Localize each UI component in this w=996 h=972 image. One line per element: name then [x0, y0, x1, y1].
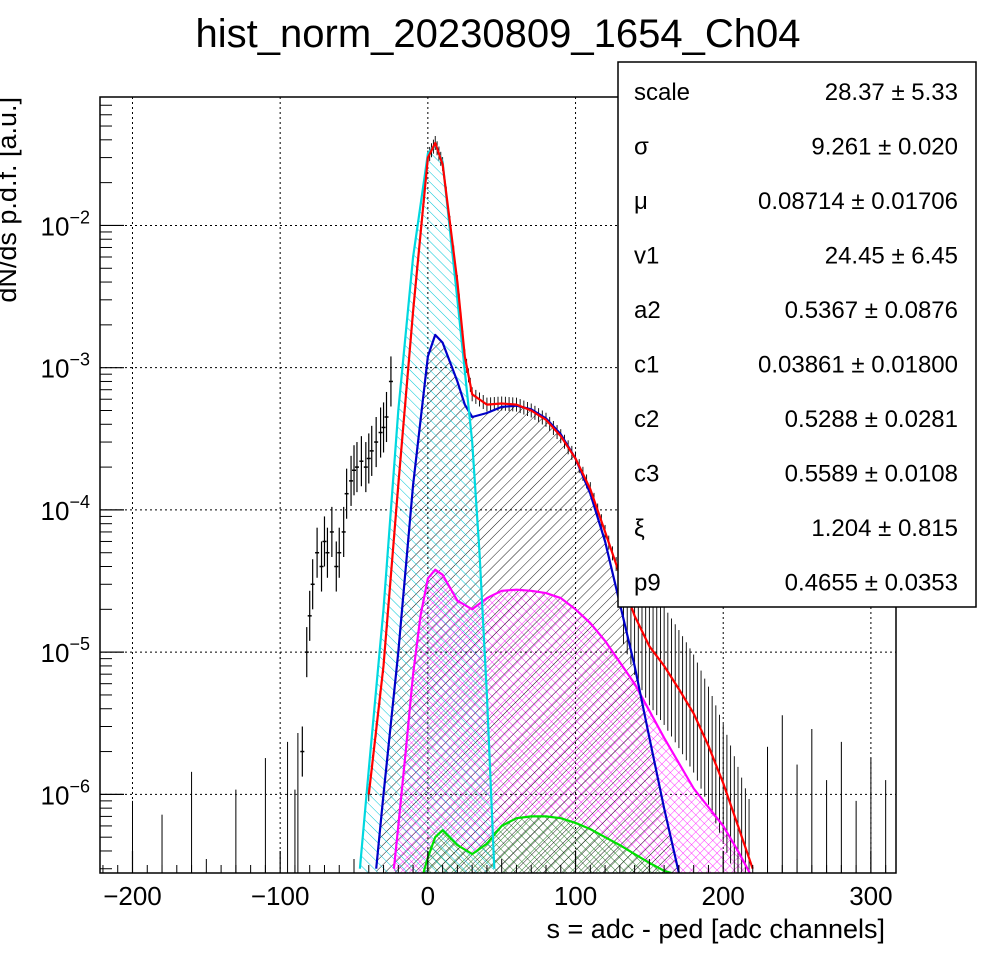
fit-curves [358, 141, 754, 873]
stat-value: 24.45 ± 6.45 [825, 243, 958, 270]
stat-value: 0.5589 ± 0.0108 [785, 461, 958, 488]
y-tick-label: 10−3 [41, 350, 90, 384]
stat-value: 1.204 ± 0.815 [811, 515, 958, 542]
y-tick-label: 10−2 [41, 207, 90, 241]
stat-value: 0.03861 ± 0.01800 [758, 352, 958, 379]
x-axis-ticks: −200 −100 0 100 200 300 [102, 851, 893, 911]
x-tick-label: −100 [251, 881, 310, 911]
stats-box-frame [617, 61, 977, 608]
fit-parameters-box: scale 28.37 ± 5.33 σ 9.261 ± 0.020 μ 0.08714 … [617, 61, 977, 608]
y-tick-label: 10−4 [41, 492, 90, 526]
stat-name: v1 [634, 243, 659, 270]
stat-value: 28.37 ± 5.33 [825, 79, 958, 106]
x-tick-label: 0 [421, 881, 435, 911]
stat-value: 0.5367 ± 0.0876 [785, 297, 958, 324]
data-histogram [100, 135, 887, 873]
chart-title: hist_norm_20230809_1654_Ch04 [196, 12, 801, 56]
double-pe-component-curve [392, 568, 751, 873]
stat-name: p9 [634, 570, 661, 597]
x-tick-label: 300 [849, 881, 892, 911]
stat-name: c1 [634, 352, 659, 379]
stat-name: ξ [634, 515, 645, 542]
y-tick-label: 10−6 [41, 776, 90, 810]
stat-name: c2 [634, 406, 659, 433]
y-axis-label: dN/ds p.d.f. [a.u.] [0, 97, 22, 303]
x-tick-label: −200 [103, 881, 162, 911]
x-tick-label: 200 [702, 881, 745, 911]
stat-value: 0.4655 ± 0.0353 [785, 570, 958, 597]
stat-name: a2 [634, 297, 661, 324]
triple-pe-component-curve [422, 815, 672, 873]
single-pe-component-curve [375, 333, 680, 873]
x-axis-label: s = adc - ped [adc channels] [547, 914, 885, 944]
y-axis-ticks: 10−6 10−5 10−4 10−3 10−2 [41, 96, 124, 870]
y-tick-label: 10−5 [41, 634, 90, 668]
stat-name: μ [634, 188, 648, 215]
x-tick-label: 100 [554, 881, 597, 911]
stat-name: σ [634, 134, 649, 161]
pedestal-component-fill [359, 144, 495, 873]
stat-name: c3 [634, 461, 659, 488]
stat-value: 0.5288 ± 0.0281 [785, 406, 958, 433]
stat-value: 9.261 ± 0.020 [811, 134, 958, 161]
stat-value: 0.08714 ± 0.01706 [758, 188, 958, 215]
total-fit-curve [367, 141, 754, 870]
stat-name: scale [634, 79, 690, 106]
